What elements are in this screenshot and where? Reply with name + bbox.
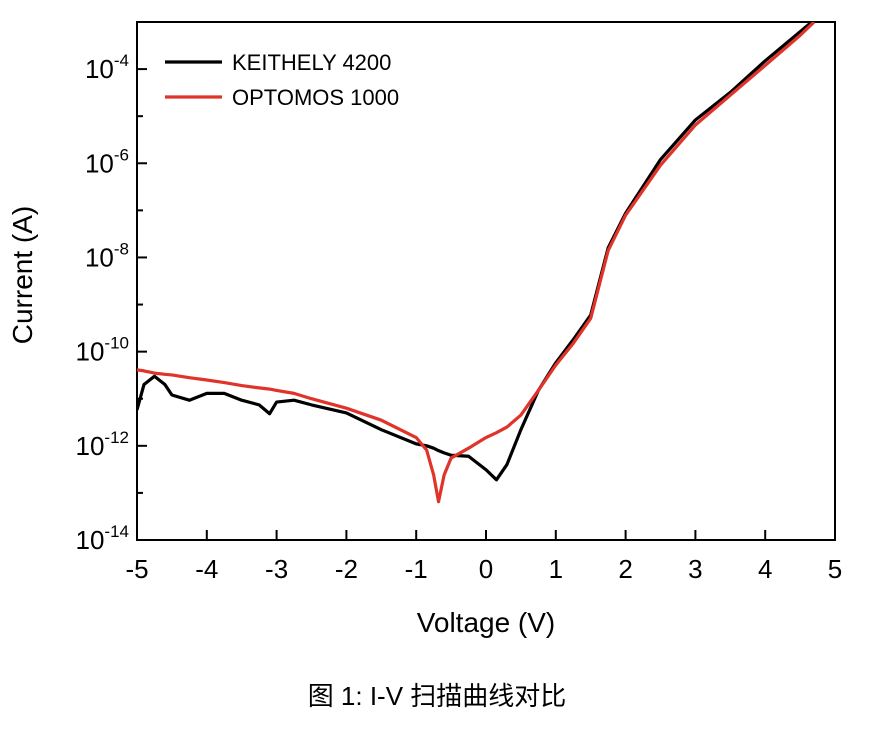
x-tick-label: 4 <box>758 554 772 584</box>
y-tick-base: 10 <box>76 525 105 555</box>
x-tick-label: -3 <box>265 554 288 584</box>
y-tick-label: 10-4 <box>85 51 129 84</box>
x-tick-label: -2 <box>335 554 358 584</box>
y-tick-exponent: -8 <box>114 239 129 258</box>
x-tick-label: -1 <box>405 554 428 584</box>
y-tick-base: 10 <box>85 242 114 272</box>
y-tick-base: 10 <box>85 148 114 178</box>
y-tick-exponent: -6 <box>114 145 129 164</box>
y-tick-label: 10-10 <box>76 334 130 367</box>
y-tick-exponent: -12 <box>104 428 129 447</box>
y-tick-exponent: -14 <box>104 522 129 541</box>
x-axis-label: Voltage (V) <box>417 607 556 638</box>
plot-area <box>137 22 816 504</box>
series-line <box>137 22 816 504</box>
legend-label: OPTOMOS 1000 <box>232 85 399 110</box>
y-tick-label: 10-12 <box>76 428 130 461</box>
x-tick-label: 2 <box>618 554 632 584</box>
y-tick-label: 10-6 <box>85 145 129 178</box>
y-tick-base: 10 <box>76 431 105 461</box>
x-tick-label: 1 <box>549 554 563 584</box>
x-tick-label: -5 <box>125 554 148 584</box>
y-tick-base: 10 <box>76 337 105 367</box>
y-axis-label: Current (A) <box>7 206 38 344</box>
x-tick-label: 3 <box>688 554 702 584</box>
y-tick-exponent: -10 <box>104 334 129 353</box>
y-tick-label: 10-14 <box>76 522 130 555</box>
legend-label: KEITHELY 4200 <box>232 50 391 75</box>
x-tick-label: -4 <box>195 554 218 584</box>
caption: 图 1: I-V 扫描曲线对比 <box>308 681 567 711</box>
x-tick-label: 5 <box>828 554 842 584</box>
y-tick-label: 10-8 <box>85 239 129 272</box>
y-tick-base: 10 <box>85 54 114 84</box>
y-tick-exponent: -4 <box>114 51 129 70</box>
x-tick-label: 0 <box>479 554 493 584</box>
